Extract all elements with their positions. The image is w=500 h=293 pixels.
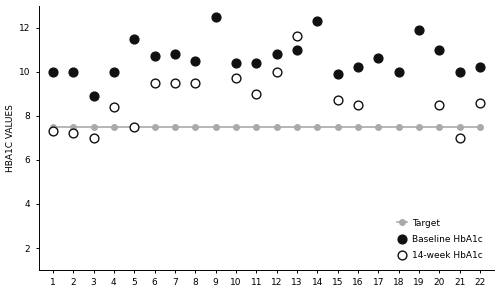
Target <box>334 125 340 129</box>
Baseline HbA1c <box>436 47 444 52</box>
Baseline HbA1c <box>252 61 260 65</box>
Baseline HbA1c <box>272 52 280 56</box>
Baseline HbA1c <box>232 61 240 65</box>
Target <box>416 125 422 129</box>
Baseline HbA1c <box>49 69 57 74</box>
Baseline HbA1c <box>171 52 179 56</box>
Baseline HbA1c <box>374 56 382 61</box>
Baseline HbA1c <box>476 65 484 70</box>
Target <box>233 125 239 129</box>
Baseline HbA1c <box>192 58 200 63</box>
Baseline HbA1c <box>110 69 118 74</box>
14-week HbA1c <box>293 34 301 39</box>
Baseline HbA1c <box>415 28 423 32</box>
14-week HbA1c <box>334 98 342 103</box>
Target <box>274 125 280 129</box>
Target <box>457 125 463 129</box>
14-week HbA1c <box>150 80 158 85</box>
14-week HbA1c <box>252 91 260 96</box>
Baseline HbA1c <box>395 69 403 74</box>
Target <box>131 125 137 129</box>
Target <box>477 125 483 129</box>
Target <box>152 125 158 129</box>
Target <box>294 125 300 129</box>
Target <box>111 125 117 129</box>
14-week HbA1c <box>130 125 138 129</box>
Target <box>376 125 382 129</box>
Baseline HbA1c <box>293 47 301 52</box>
14-week HbA1c <box>69 131 77 136</box>
Baseline HbA1c <box>212 14 220 19</box>
Baseline HbA1c <box>150 54 158 59</box>
14-week HbA1c <box>110 105 118 109</box>
14-week HbA1c <box>49 129 57 134</box>
14-week HbA1c <box>192 80 200 85</box>
14-week HbA1c <box>90 135 98 140</box>
14-week HbA1c <box>272 69 280 74</box>
Target <box>172 125 178 129</box>
Target <box>70 125 76 129</box>
Legend: Target, Baseline HbA1c, 14-week HbA1c: Target, Baseline HbA1c, 14-week HbA1c <box>394 216 486 263</box>
Target <box>192 125 198 129</box>
14-week HbA1c <box>436 103 444 107</box>
Baseline HbA1c <box>314 19 322 23</box>
Target <box>314 125 320 129</box>
Target <box>50 125 56 129</box>
Target <box>396 125 402 129</box>
Baseline HbA1c <box>130 36 138 41</box>
14-week HbA1c <box>476 100 484 105</box>
Baseline HbA1c <box>90 93 98 98</box>
Baseline HbA1c <box>456 69 464 74</box>
14-week HbA1c <box>456 135 464 140</box>
Y-axis label: HBA1C VALUES: HBA1C VALUES <box>6 104 15 172</box>
Target <box>436 125 442 129</box>
Baseline HbA1c <box>69 69 77 74</box>
Line: Target: Target <box>50 124 483 130</box>
Target <box>212 125 218 129</box>
Target <box>254 125 260 129</box>
Baseline HbA1c <box>334 71 342 76</box>
14-week HbA1c <box>354 103 362 107</box>
14-week HbA1c <box>232 76 240 81</box>
Target <box>90 125 96 129</box>
Baseline HbA1c <box>354 65 362 70</box>
Target <box>355 125 361 129</box>
14-week HbA1c <box>171 80 179 85</box>
